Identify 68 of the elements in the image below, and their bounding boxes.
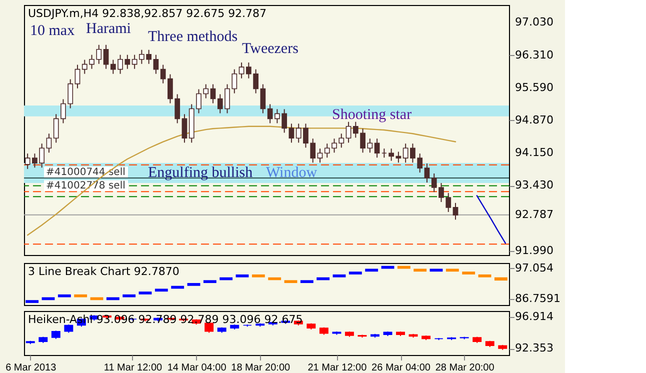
bar bbox=[154, 288, 168, 292]
bar bbox=[462, 272, 476, 274]
x-tick-label: 28 Mar 20:00 bbox=[435, 362, 495, 373]
candlestick bbox=[153, 54, 159, 74]
bar bbox=[138, 292, 152, 294]
annotation: Harami bbox=[86, 21, 131, 37]
y-tick-label: 92.787 bbox=[515, 208, 554, 221]
y-tick-label: 95.590 bbox=[515, 80, 554, 94]
bar bbox=[236, 274, 249, 278]
x-tick-label: 18 Mar 20:00 bbox=[231, 362, 291, 373]
bar bbox=[494, 277, 508, 281]
bar bbox=[332, 274, 346, 278]
candlestick bbox=[288, 123, 294, 144]
y-tick-label: 93.430 bbox=[515, 178, 554, 192]
candlestick bbox=[182, 114, 188, 144]
annotation: Shooting star bbox=[332, 107, 412, 123]
annotation: Tweezers bbox=[242, 41, 299, 57]
candlestick bbox=[317, 148, 323, 164]
candlestick bbox=[132, 54, 138, 70]
y-tick-label: 97.054 bbox=[515, 261, 554, 274]
candlestick bbox=[210, 84, 216, 104]
candlestick bbox=[267, 104, 273, 124]
y-tick-label: 94.870 bbox=[515, 113, 554, 126]
x-tick-label: 21 Mar 12:00 bbox=[308, 362, 368, 373]
bar bbox=[348, 272, 362, 274]
candlestick bbox=[388, 148, 394, 162]
chart-title: 3 Line Break Chart 92.7870 bbox=[28, 265, 180, 278]
bar bbox=[300, 280, 314, 284]
bar bbox=[284, 280, 298, 284]
x-tick-label: 14 Mar 04:00 bbox=[167, 362, 227, 373]
bar bbox=[26, 300, 39, 303]
candlestick bbox=[346, 121, 352, 144]
y-tick-label: 92.353 bbox=[515, 342, 554, 355]
candlestick bbox=[452, 202, 458, 220]
candlestick bbox=[24, 153, 30, 170]
candlestick bbox=[103, 44, 109, 70]
candlestick bbox=[374, 138, 380, 158]
bar bbox=[397, 266, 410, 269]
x-tick-label: 6 Mar 2013 bbox=[6, 362, 57, 373]
bar bbox=[187, 283, 200, 286]
candlestick bbox=[396, 151, 402, 164]
bar bbox=[122, 294, 136, 298]
line-series bbox=[476, 195, 506, 244]
bar bbox=[74, 294, 88, 298]
chart-title: USDJPY.m,H4 92.838,92.857 92.675 92.787 bbox=[28, 7, 267, 20]
bar bbox=[58, 294, 71, 298]
bar bbox=[381, 266, 394, 269]
candlestick bbox=[382, 148, 387, 158]
candlestick bbox=[424, 163, 430, 184]
y-tick-label: 86.7591 bbox=[515, 292, 560, 305]
bar bbox=[203, 280, 216, 284]
y-tick-label: 96.914 bbox=[515, 310, 554, 324]
bar bbox=[478, 274, 492, 278]
x-tick-label: 11 Mar 12:00 bbox=[104, 362, 163, 373]
y-tick-label: 96.310 bbox=[515, 48, 554, 62]
candlestick bbox=[238, 62, 244, 79]
y-tick-label: 91.990 bbox=[515, 244, 554, 257]
bar bbox=[252, 274, 265, 278]
y-tick-label: 94.150 bbox=[515, 146, 554, 160]
candlestick bbox=[74, 64, 80, 89]
annotation: Window bbox=[266, 165, 318, 181]
annotation: 10 max bbox=[30, 23, 76, 39]
y-tick-label: 97.030 bbox=[515, 16, 554, 29]
candlestick bbox=[46, 133, 52, 154]
candlestick bbox=[260, 84, 266, 114]
annotation: Engulfing bullish bbox=[148, 165, 254, 181]
x-tick-label: 26 Mar 04:00 bbox=[372, 362, 431, 373]
annotation: Three methods bbox=[148, 29, 238, 45]
